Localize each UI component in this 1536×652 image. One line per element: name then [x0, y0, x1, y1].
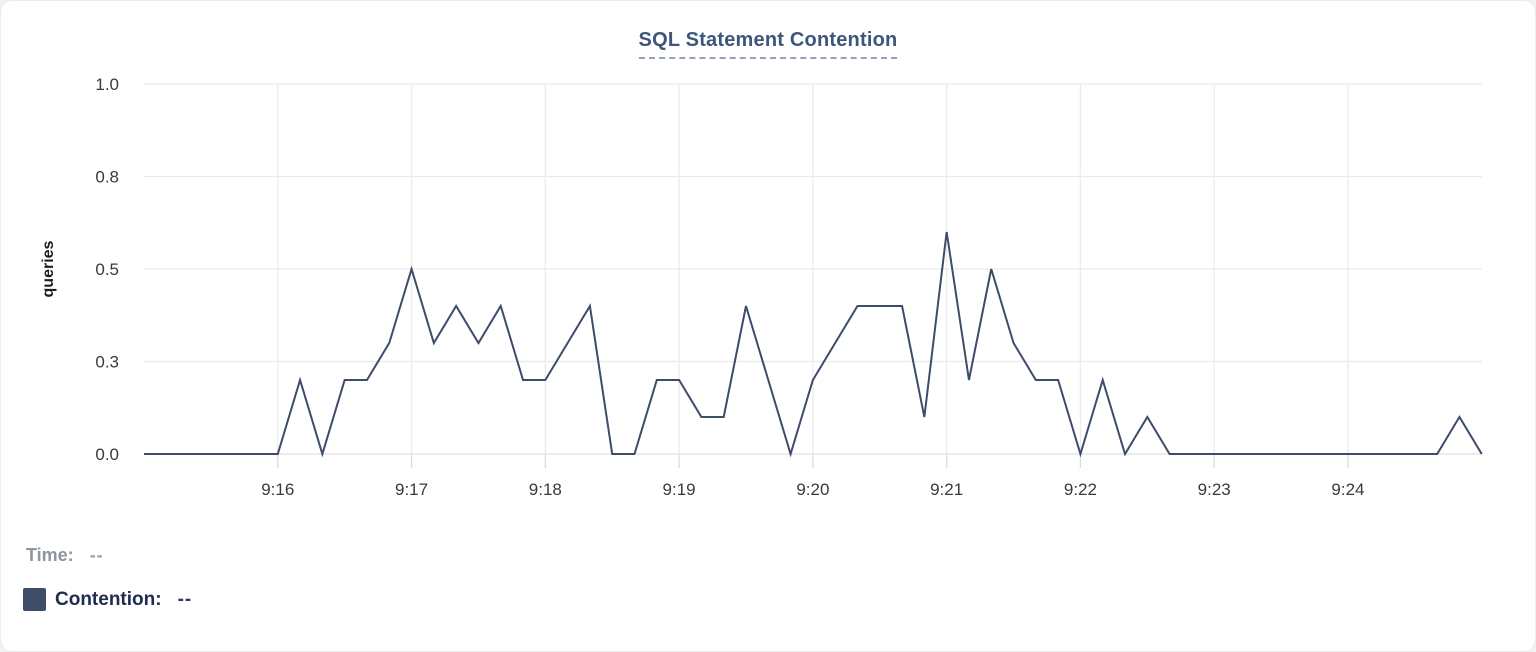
x-tick-label: 9:20 [796, 480, 829, 499]
x-tick-label: 9:16 [261, 480, 294, 499]
contention-series-line [144, 231, 1483, 458]
chart-title[interactable]: SQL Statement Contention [638, 29, 898, 59]
x-tick-label: 9:17 [395, 480, 428, 499]
x-tick-label: 9:19 [663, 480, 696, 499]
legend-contention-value: -- [177, 588, 193, 610]
y-tick-label: 0.8 [95, 168, 119, 187]
legend-time-label: Time: [26, 545, 74, 565]
x-tick-label: 9:22 [1064, 480, 1097, 499]
y-tick-label: 0.3 [95, 353, 119, 372]
chart-title-row: SQL Statement Contention [1, 29, 1535, 59]
chart-plot-area[interactable] [144, 84, 1482, 454]
x-tick-label: 9:21 [930, 480, 963, 499]
y-tick-label: 1.0 [95, 75, 119, 94]
x-tick-label: 9:23 [1198, 480, 1231, 499]
x-tick-label: 9:24 [1331, 480, 1364, 499]
x-tick-label: 9:18 [529, 480, 562, 499]
legend-time-value: -- [89, 545, 104, 565]
y-tick-label: 0.5 [95, 260, 119, 279]
chart-legend: Time: -- Contention: -- [23, 545, 526, 611]
legend-contention-row: Contention: -- [23, 588, 526, 611]
legend-contention-label: Contention: [55, 588, 162, 610]
legend-time-row: Time: -- [26, 545, 526, 566]
contention-color-swatch [23, 588, 46, 611]
y-tick-label: 0.0 [95, 445, 119, 464]
